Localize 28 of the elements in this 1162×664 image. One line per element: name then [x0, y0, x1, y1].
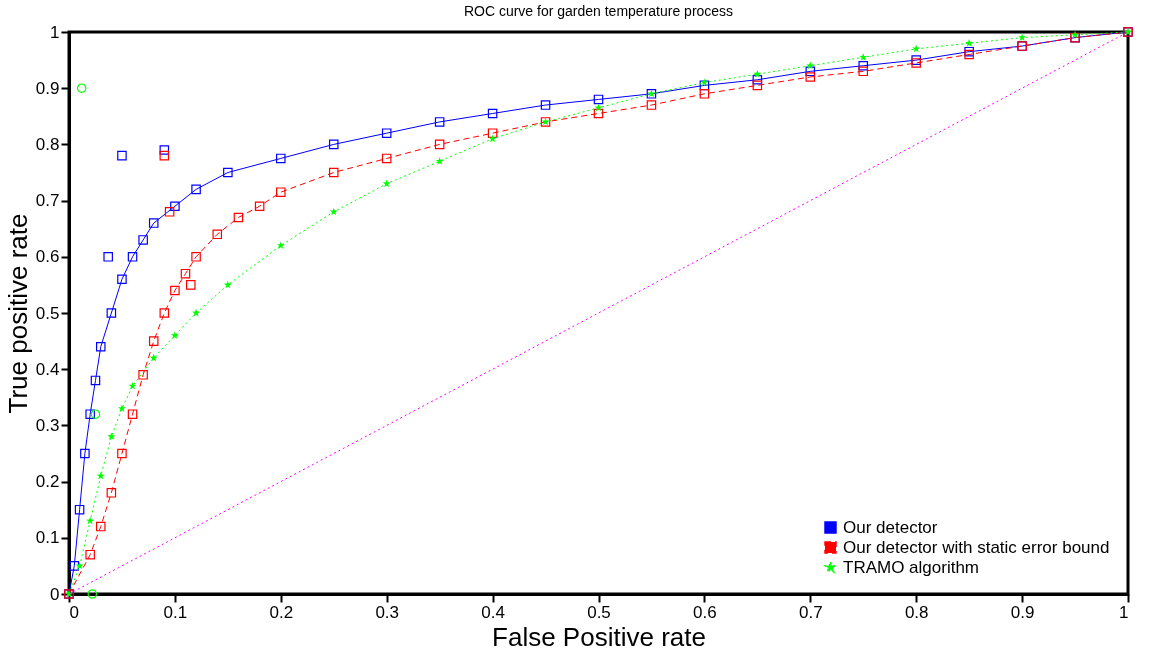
y-tick-label: 0.1 — [35, 528, 60, 548]
y-axis-title: True positive rate — [2, 213, 33, 414]
y-tick-label: 0.9 — [35, 78, 60, 98]
x-tick-label: 0.6 — [693, 602, 717, 622]
x-axis-title: False Positive rate — [492, 621, 706, 652]
y-tick-label: 0.6 — [35, 247, 60, 267]
y-tick-label: 0 — [50, 584, 60, 604]
x-tick-label: 0.2 — [269, 602, 294, 622]
x-tick-label: 0.8 — [904, 602, 929, 622]
y-tick-label: 0.5 — [35, 303, 60, 323]
x-tick-label: 0.5 — [587, 602, 611, 622]
legend-label: Our detector — [843, 517, 938, 537]
y-tick-label: 0.7 — [35, 191, 60, 211]
y-tick-label: 0.2 — [35, 472, 60, 492]
x-tick-label: 0.9 — [1010, 602, 1035, 622]
x-tick-label: 0.1 — [163, 602, 188, 622]
y-tick-label: 0.3 — [35, 415, 60, 435]
chart-title: ROC curve for garden temperature process — [463, 3, 734, 19]
legend-label: Our detector with static error bound — [843, 537, 1110, 557]
legend-label: TRAMO algorithm — [843, 557, 980, 577]
y-tick-label: 0.8 — [35, 134, 60, 154]
x-tick-label: 0.3 — [375, 602, 400, 622]
x-tick-label: 0 — [69, 602, 79, 622]
y-tick-label: 1 — [50, 22, 60, 42]
x-tick-label: 1 — [1119, 602, 1129, 622]
x-tick-label: 0.7 — [798, 602, 823, 622]
x-tick-label: 0.4 — [481, 602, 505, 622]
y-tick-label: 0.4 — [35, 359, 60, 379]
